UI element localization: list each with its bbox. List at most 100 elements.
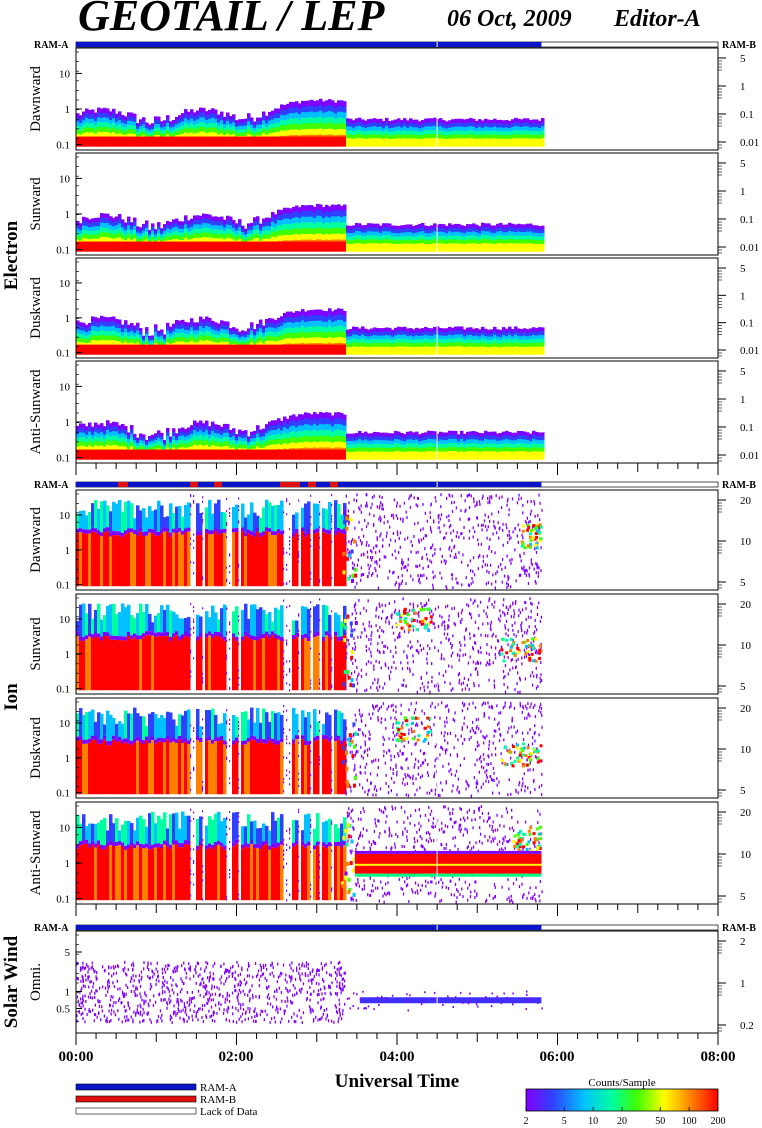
panel-ion-anti-sunward: Anti-Sunward 10 1 0.1 20 10 5 (28, 801, 752, 916)
panel-frame (75, 489, 719, 591)
panel-frame (75, 257, 719, 359)
panel-name: Dawnward (28, 507, 44, 573)
panel-name: Anti-Sunward (28, 369, 44, 454)
ram-a-label: RAM-A (34, 40, 69, 51)
y-right-tick-label: 10 (740, 536, 752, 548)
y-tick-label: 0.1 (56, 140, 70, 152)
y-right-tick-label: 0.01 (740, 137, 759, 149)
y-right-tick-label: 20 (740, 599, 752, 611)
y-right-tick-label: 1 (740, 186, 746, 198)
y-right-tick-label: 5 (740, 158, 746, 170)
panel-ion-duskward: Duskward 10 1 0.1 20 10 5 (28, 697, 752, 800)
group-label: Ion (1, 683, 22, 711)
ram-b-segment (280, 482, 300, 487)
y-tick-label: 1 (65, 753, 71, 765)
y-tick-label: 10 (59, 381, 71, 393)
y-tick-label: 10 (59, 718, 71, 730)
y-right-tick-label: 1 (740, 978, 746, 990)
y-right-tick-label: 1 (740, 81, 746, 93)
y-tick-label: 5 (65, 947, 71, 959)
y-right-tick-label: 0.1 (740, 422, 754, 434)
y-tick-label: 0.5 (56, 1004, 70, 1016)
colorbar-tick-label: 10 (588, 1116, 598, 1127)
y-right-tick-label: 5 (740, 785, 746, 797)
y-tick-label: 1 (65, 858, 71, 870)
ram-b-label: RAM-B (722, 480, 756, 491)
y-right-tick-label: 10 (740, 640, 752, 652)
panel-name: Dawnward (28, 66, 44, 132)
y-tick-label: 1 (65, 545, 71, 557)
legend-label: Lack of Data (200, 1106, 258, 1118)
panel-name: Sunward (28, 177, 44, 231)
colorbar-tick-label: 5 (562, 1116, 567, 1127)
plot-title: GEOTAIL / LEP (78, 0, 386, 40)
y-tick-label: 0.1 (56, 348, 70, 360)
y-tick-label: 10 (59, 173, 71, 185)
panel-electron-duskward: Duskward 10 1 0.1 5 1 0.1 0.01 (28, 257, 759, 360)
y-right-tick-label: 1 (740, 394, 746, 406)
y-tick-label: 0.1 (56, 453, 70, 465)
x-tick-label: 06:00 (540, 1049, 575, 1065)
y-tick-label: 10 (59, 614, 71, 626)
ram-a-label: RAM-A (34, 923, 69, 934)
y-right-tick-label: 0.01 (740, 242, 759, 254)
y-tick-label: 0.1 (56, 894, 70, 906)
ram-a-strip (76, 42, 542, 47)
legend: RAM-A RAM-B Lack of Data (75, 1082, 258, 1118)
panel-electron-sunward: Sunward 10 1 0.1 5 1 0.1 0.01 (28, 152, 759, 257)
panel-name: Duskward (28, 717, 44, 779)
legend-label: RAM-B (200, 1094, 236, 1106)
ram-b-label: RAM-B (722, 40, 756, 51)
y-right-tick-label: 10 (740, 849, 752, 861)
y-tick-label: 1 (65, 104, 71, 116)
x-tick-label: 08:00 (701, 1049, 736, 1065)
y-right-tick-label: 0.1 (740, 214, 754, 226)
ram-strips: RAM-A RAM-B RAM-A RAM-B RAM-A RAM-B (34, 40, 756, 934)
y-tick-label: 10 (59, 68, 71, 80)
group-label: Electron (1, 220, 22, 290)
y-tick-label: 10 (59, 822, 71, 834)
y-tick-label: 0.1 (56, 684, 70, 696)
ram-b-segment (118, 482, 128, 487)
y-tick-label: 1 (65, 987, 71, 999)
ram-a-strip (76, 925, 542, 930)
legend-swatch-lack-of-data (75, 1107, 197, 1115)
y-right-tick-label: 20 (740, 703, 752, 715)
y-right-tick-label: 2 (740, 936, 746, 948)
legend-swatch-ram-b (75, 1095, 197, 1103)
panel-electron-anti-sunward: Anti-Sunward 10 1 0.1 5 1 0.1 0.01 (28, 360, 759, 475)
legend-label: RAM-A (200, 1082, 237, 1094)
y-tick-label: 10 (59, 510, 71, 522)
panel-frame (75, 593, 719, 695)
ram-b-segment (308, 482, 316, 487)
x-tick-label: 04:00 (380, 1049, 415, 1065)
spectrogram-panels: Dawnward 10 1 0.1 5 1 0.1 0.01 Sunward 10 1 0.1 5 1 0.… (28, 47, 759, 1045)
panel-solar-wind-omni: Omni. 5 1 0.5 2 1 0.2 (28, 930, 754, 1045)
panel-frame (75, 47, 719, 151)
y-tick-label: 0.1 (56, 580, 70, 592)
colorbar-tick-label: 2 (524, 1116, 529, 1127)
panel-frame (75, 930, 719, 1034)
panel-name: Sunward (28, 617, 44, 671)
y-tick-label: 10 (59, 278, 71, 290)
ram-b-label: RAM-B (722, 923, 756, 934)
y-right-tick-label: 0.1 (740, 109, 754, 121)
y-right-tick-label: 5 (740, 891, 746, 903)
panel-name: Anti-Sunward (28, 810, 44, 895)
panel-frame (75, 697, 719, 799)
y-right-tick-label: 0.2 (740, 1020, 754, 1032)
y-right-tick-label: 10 (740, 744, 752, 756)
y-tick-label: 0.1 (56, 245, 70, 257)
y-right-tick-label: 5 (740, 366, 746, 378)
y-right-tick-label: 5 (740, 681, 746, 693)
x-axis-label: Universal Time (335, 1071, 459, 1092)
y-tick-label: 1 (65, 649, 71, 661)
plot-editor: Editor-A (613, 6, 701, 32)
plot-date: 06 Oct, 2009 (447, 6, 572, 32)
group-label: Solar Wind (1, 935, 22, 1028)
colorbar-tick-label: 50 (655, 1116, 665, 1127)
y-right-tick-label: 20 (740, 495, 752, 507)
y-right-tick-label: 5 (740, 263, 746, 275)
y-right-tick-label: 5 (740, 53, 746, 65)
y-tick-label: 1 (65, 313, 71, 325)
